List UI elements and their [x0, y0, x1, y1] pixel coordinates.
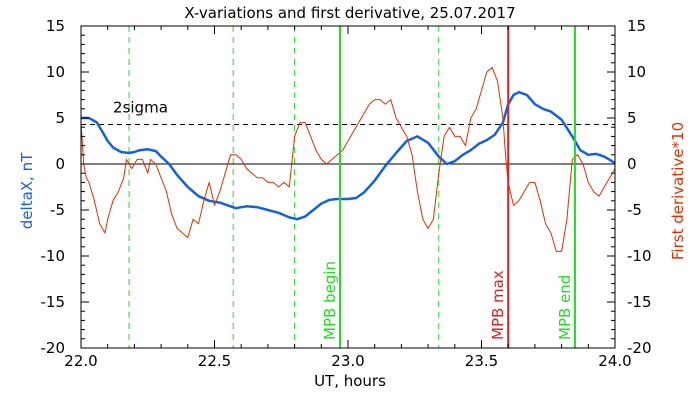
y-tick-label: 10: [46, 63, 65, 81]
deltax-line: [81, 90, 616, 221]
y2-tick-label: 15: [627, 17, 646, 35]
y2-tick-label: -15: [627, 293, 652, 311]
chart-title: X-variations and first derivative, 25.07…: [184, 4, 515, 22]
y-tick-label: -10: [41, 247, 66, 265]
marker-label: MPB begin: [321, 261, 339, 340]
y2-tick-label: 10: [627, 63, 646, 81]
y2-tick-label: -10: [627, 247, 652, 265]
x-axis-title: UT, hours: [314, 372, 386, 390]
y-tick-label: 5: [55, 109, 65, 127]
y-tick-label: -15: [41, 293, 66, 311]
x-tick-label: 23.5: [465, 352, 498, 370]
plot-area: 2sigma MPB begin MPB max MPB end 22.0 22.5 23.…: [41, 17, 652, 370]
y2-tick-label: -5: [627, 201, 642, 219]
y2-axis-title: First derivative*10: [669, 122, 687, 260]
x-tick-label: 22.5: [198, 352, 231, 370]
marker-label: MPB end: [556, 275, 574, 340]
y-tick-label: 0: [55, 155, 65, 173]
y-tick-label: 15: [46, 17, 65, 35]
y2-tick-label: 0: [627, 155, 637, 173]
y2-tick-label: -20: [627, 339, 652, 357]
y2-tick-label: 5: [627, 109, 637, 127]
marker-label: MPB max: [489, 270, 507, 340]
sigma-label: 2sigma: [113, 98, 168, 116]
x-tick-label: 22.0: [64, 352, 97, 370]
y-axis-title: deltaX, nT: [18, 152, 36, 229]
y-tick-label: -20: [41, 339, 66, 357]
x-tick-label: 23.0: [331, 352, 364, 370]
plot-frame: [80, 25, 616, 349]
x-tick-label: 24.0: [598, 352, 631, 370]
y-tick-label: -5: [50, 201, 65, 219]
derivative-line: [80, 66, 616, 252]
